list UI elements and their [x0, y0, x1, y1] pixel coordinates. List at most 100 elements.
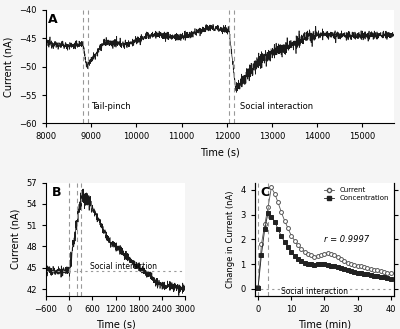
Concentration — [378, 275, 383, 279]
Y-axis label: Current (nA): Current (nA) — [11, 209, 21, 269]
Current — [355, 264, 360, 268]
Concentration — [338, 266, 343, 270]
Legend: Current, Concentration: Current, Concentration — [322, 186, 390, 203]
Concentration — [299, 259, 304, 263]
Concentration — [302, 261, 307, 265]
Concentration — [365, 272, 370, 276]
Current — [348, 262, 353, 266]
Current — [256, 285, 260, 289]
Current — [352, 263, 357, 267]
Current — [289, 234, 294, 238]
Concentration — [332, 265, 337, 268]
Current — [322, 252, 327, 256]
Current — [259, 242, 264, 246]
Line: Concentration: Concentration — [253, 211, 393, 290]
Concentration — [382, 275, 386, 279]
Text: r = 0.9997: r = 0.9997 — [324, 235, 370, 244]
Current — [378, 269, 383, 273]
X-axis label: Time (min): Time (min) — [298, 320, 351, 329]
Current — [345, 261, 350, 265]
Current — [329, 252, 334, 256]
Current — [279, 210, 284, 214]
Concentration — [345, 268, 350, 272]
Current — [338, 257, 343, 261]
Concentration — [358, 271, 363, 275]
Current — [375, 268, 380, 272]
Concentration — [385, 276, 390, 280]
Current — [286, 226, 290, 230]
Y-axis label: Change in Current (nA): Change in Current (nA) — [226, 190, 235, 288]
Concentration — [259, 253, 264, 257]
Current — [358, 265, 363, 268]
Concentration — [325, 263, 330, 267]
Text: Social interaction: Social interaction — [281, 287, 348, 296]
Current — [332, 253, 337, 257]
Current — [296, 243, 300, 247]
Concentration — [296, 257, 300, 261]
Concentration — [372, 274, 376, 278]
Concentration — [319, 262, 324, 266]
Current — [312, 255, 317, 259]
Concentration — [289, 250, 294, 254]
Concentration — [306, 262, 310, 266]
Text: A: A — [48, 13, 57, 26]
Concentration — [279, 234, 284, 238]
Current — [335, 255, 340, 259]
Text: Social interaction: Social interaction — [240, 102, 314, 111]
Current — [269, 186, 274, 190]
Text: Tail-pinch: Tail-pinch — [91, 102, 131, 111]
Concentration — [342, 267, 347, 271]
Current — [365, 266, 370, 270]
Current — [276, 200, 280, 204]
X-axis label: Time (s): Time (s) — [96, 320, 136, 329]
Current — [372, 268, 376, 272]
Concentration — [322, 263, 327, 266]
Concentration — [276, 227, 280, 231]
Text: C: C — [260, 186, 270, 199]
Concentration — [362, 272, 366, 276]
Current — [292, 239, 297, 242]
Current — [382, 270, 386, 274]
Text: Social interaction: Social interaction — [90, 262, 158, 271]
Concentration — [335, 265, 340, 269]
Current — [325, 251, 330, 255]
Current — [299, 247, 304, 251]
Y-axis label: Current (nA): Current (nA) — [4, 37, 14, 97]
Concentration — [388, 277, 393, 281]
Concentration — [266, 211, 270, 215]
Concentration — [329, 264, 334, 268]
Concentration — [262, 227, 267, 231]
Concentration — [282, 240, 287, 244]
Concentration — [352, 270, 357, 274]
Current — [368, 267, 373, 271]
Current — [388, 271, 393, 275]
Concentration — [348, 269, 353, 273]
Current — [272, 192, 277, 196]
Concentration — [269, 215, 274, 218]
Concentration — [368, 273, 373, 277]
Line: Current: Current — [253, 186, 393, 290]
Concentration — [252, 286, 257, 290]
Concentration — [286, 245, 290, 249]
Concentration — [315, 262, 320, 266]
Current — [262, 222, 267, 226]
Current — [385, 271, 390, 275]
Text: B: B — [52, 186, 61, 199]
Current — [362, 265, 366, 269]
X-axis label: Time (s): Time (s) — [200, 147, 240, 157]
Concentration — [375, 274, 380, 278]
Current — [252, 286, 257, 290]
Concentration — [355, 271, 360, 275]
Concentration — [272, 219, 277, 223]
Concentration — [309, 263, 314, 266]
Current — [342, 259, 347, 263]
Current — [282, 219, 287, 223]
Concentration — [292, 254, 297, 258]
Current — [319, 253, 324, 257]
Current — [309, 253, 314, 257]
Current — [306, 252, 310, 256]
Concentration — [256, 286, 260, 290]
Current — [315, 254, 320, 258]
Current — [302, 250, 307, 254]
Current — [266, 205, 270, 209]
